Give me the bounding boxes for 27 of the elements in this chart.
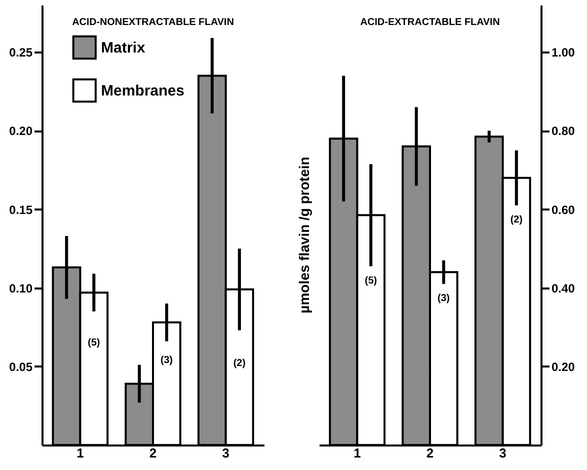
y-axis-title: µmoles flavin /g protein xyxy=(296,156,312,314)
y2-tick-label: 0.40 xyxy=(552,281,576,296)
legend-label: Membranes xyxy=(101,82,184,100)
x-tick-label: 1 xyxy=(354,446,361,460)
y-tick-label: 0.05 xyxy=(9,360,33,374)
x-tick-label: 3 xyxy=(222,446,230,460)
y2-tick-label: 0.60 xyxy=(552,202,576,217)
text: ACID-EXTRACTABLE FLAVIN xyxy=(360,17,500,28)
annotation: (2) xyxy=(510,214,523,226)
y2-tick-label: 1.00 xyxy=(552,46,576,60)
y2-tick-label: 0.80 xyxy=(552,124,576,138)
text: ACID-NONEXTRACTABLE FLAVIN xyxy=(72,17,234,28)
x-tick-label: 3 xyxy=(499,446,506,460)
annotation: (3) xyxy=(160,355,173,366)
y2-tick-label: 0.20 xyxy=(552,360,576,374)
y-tick-label: 0.25 xyxy=(9,46,33,60)
legend-label: Matrix xyxy=(101,40,146,56)
x-tick-label: 2 xyxy=(426,446,434,460)
annotation: (5) xyxy=(364,275,377,286)
x-tick-label: 2 xyxy=(149,446,157,460)
y-tick-label: 0.10 xyxy=(9,281,33,296)
annotation: (2) xyxy=(233,358,246,370)
annotation: (5) xyxy=(88,338,100,349)
x-tick-label: 1 xyxy=(76,446,84,460)
y-tick-label: 0.15 xyxy=(9,202,33,217)
y-tick-label: 0.20 xyxy=(9,124,33,138)
annotation: (3) xyxy=(438,292,450,304)
